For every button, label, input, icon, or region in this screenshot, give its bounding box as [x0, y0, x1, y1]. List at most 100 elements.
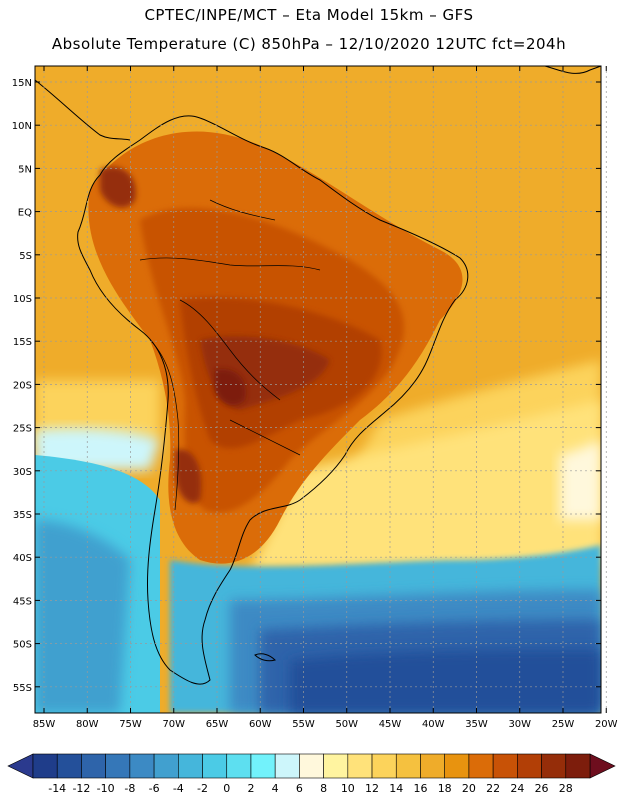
lat-tick-label: 55S [13, 683, 32, 694]
longitude-axis: 85W 80W 75W 70W 65W 60W 55W 50W 45W 40W 35W 30W 25W 2… [33, 66, 618, 730]
colorbar-swatch [56, 753, 82, 779]
caribbean-outline [544, 65, 602, 74]
colorbar-swatch [250, 753, 276, 779]
field-andes-hotspot [175, 449, 202, 504]
colorbar-swatch [395, 753, 421, 779]
colorbar-swatch [81, 753, 106, 779]
coastline [34, 65, 602, 685]
field-cold-west-core [35, 520, 130, 713]
colorbar-swatch [129, 753, 155, 779]
colorbar-swatch [444, 753, 470, 779]
colorbar-label: 6 [296, 782, 303, 795]
country-borders [139, 199, 321, 511]
lon-tick-label: 60W [249, 719, 272, 730]
colorbar-swatch [541, 753, 567, 779]
colorbar-swatch [517, 753, 542, 779]
map-title-line-2: Absolute Temperature (C) 850hPa – 12/10/… [51, 35, 567, 53]
colorbar-label: 10 [341, 782, 355, 795]
colorbar-swatch [274, 753, 300, 779]
border-2 [179, 299, 281, 401]
lat-tick-label: 10N [12, 121, 32, 132]
lon-tick-label: 45W [379, 719, 402, 730]
south-america-outline [77, 115, 469, 685]
lat-tick-label: 50S [13, 640, 32, 651]
lon-tick-label: 80W [76, 719, 99, 730]
colorbar-label: -8 [124, 782, 135, 795]
lon-tick-label: 35W [465, 719, 488, 730]
field-band-12c [250, 400, 601, 570]
border-1 [139, 257, 321, 271]
colorbar-label: 4 [272, 782, 279, 795]
central-america-outline [34, 79, 131, 141]
lon-tick-label: 40W [422, 719, 445, 730]
colorbar-label: -14 [48, 782, 66, 795]
colorbar-swatch [226, 753, 252, 779]
lat-tick-label: 5N [18, 164, 32, 175]
colorbar-swatch [299, 753, 324, 779]
border-3 [149, 339, 180, 511]
colorbar-swatch [371, 753, 397, 779]
colorbar-swatch [32, 753, 58, 779]
colorbar-label: -6 [149, 782, 160, 795]
colorbar-swatch [323, 753, 349, 779]
plot-frame [34, 65, 602, 714]
lat-tick-label: 15N [12, 78, 32, 89]
temperature-field [35, 66, 601, 713]
colorbar-swatch [492, 753, 518, 779]
colorbar-label: 20 [462, 782, 476, 795]
lon-tick-label: 70W [162, 719, 185, 730]
lon-tick-label: 50W [335, 719, 358, 730]
colorbar-label: 0 [223, 782, 230, 795]
colorbar: -14 -12 -10 -8 -6 -4 -2 0 2 4 6 8 10 12 14 16 18 20 22 24 26… [7, 753, 616, 795]
colorbar-swatch [105, 753, 131, 779]
colorbar-label: 28 [559, 782, 573, 795]
colorbar-left-arrow [7, 753, 34, 779]
colorbar-label: 12 [365, 782, 379, 795]
lat-tick-label: 30S [13, 467, 32, 478]
colorbar-swatch [468, 753, 494, 779]
colorbar-label: -10 [97, 782, 115, 795]
colorbar-label: -4 [173, 782, 184, 795]
colorbar-swatch [178, 753, 203, 779]
colorbar-swatch [420, 753, 445, 779]
colorbar-swatch [565, 753, 591, 779]
colorbar-swatch [153, 753, 179, 779]
lat-tick-label: 15S [13, 337, 32, 348]
colorbar-label: -2 [197, 782, 208, 795]
colorbar-swatch [202, 753, 228, 779]
lon-tick-label: 55W [292, 719, 315, 730]
lat-tick-label: 40S [13, 553, 32, 564]
lat-tick-label: EQ [18, 208, 32, 219]
map-title-line-1: CPTEC/INPE/MCT – Eta Model 15km – GFS [144, 6, 474, 24]
border-4 [229, 419, 301, 456]
colorbar-label: 14 [389, 782, 403, 795]
lon-tick-label: 20W [595, 719, 618, 730]
colorbar-label: -12 [72, 782, 90, 795]
field-north-hotspot [100, 166, 136, 208]
lat-tick-label: 10S [13, 294, 32, 305]
lon-tick-label: 85W [33, 719, 56, 730]
field-continent-28c [215, 369, 246, 406]
latitude-axis: 15N 10N 5N EQ 5S 10S 15S 20S 25S 30S 35S 40S 45S 50S 5… [12, 78, 601, 694]
colorbar-label: 26 [535, 782, 549, 795]
lon-tick-label: 25W [552, 719, 575, 730]
colorbar-right-arrow [589, 753, 616, 779]
lat-tick-label: 45S [13, 596, 32, 607]
lon-tick-label: 75W [119, 719, 142, 730]
field-band-8c [560, 440, 601, 520]
lat-tick-label: 5S [19, 251, 32, 262]
colorbar-label: 22 [486, 782, 500, 795]
colorbar-swatch [347, 753, 373, 779]
colorbar-label: 18 [438, 782, 452, 795]
lon-tick-label: 30W [508, 719, 531, 730]
colorbar-label: 24 [510, 782, 524, 795]
lat-tick-label: 35S [13, 510, 32, 521]
lat-tick-label: 25S [13, 424, 32, 435]
colorbar-label: 16 [413, 782, 427, 795]
field-cold-core-3 [290, 650, 601, 713]
colorbar-label: 8 [320, 782, 327, 795]
lat-lon-grid [35, 66, 607, 713]
lon-tick-label: 65W [206, 719, 229, 730]
colorbar-label: 2 [247, 782, 254, 795]
